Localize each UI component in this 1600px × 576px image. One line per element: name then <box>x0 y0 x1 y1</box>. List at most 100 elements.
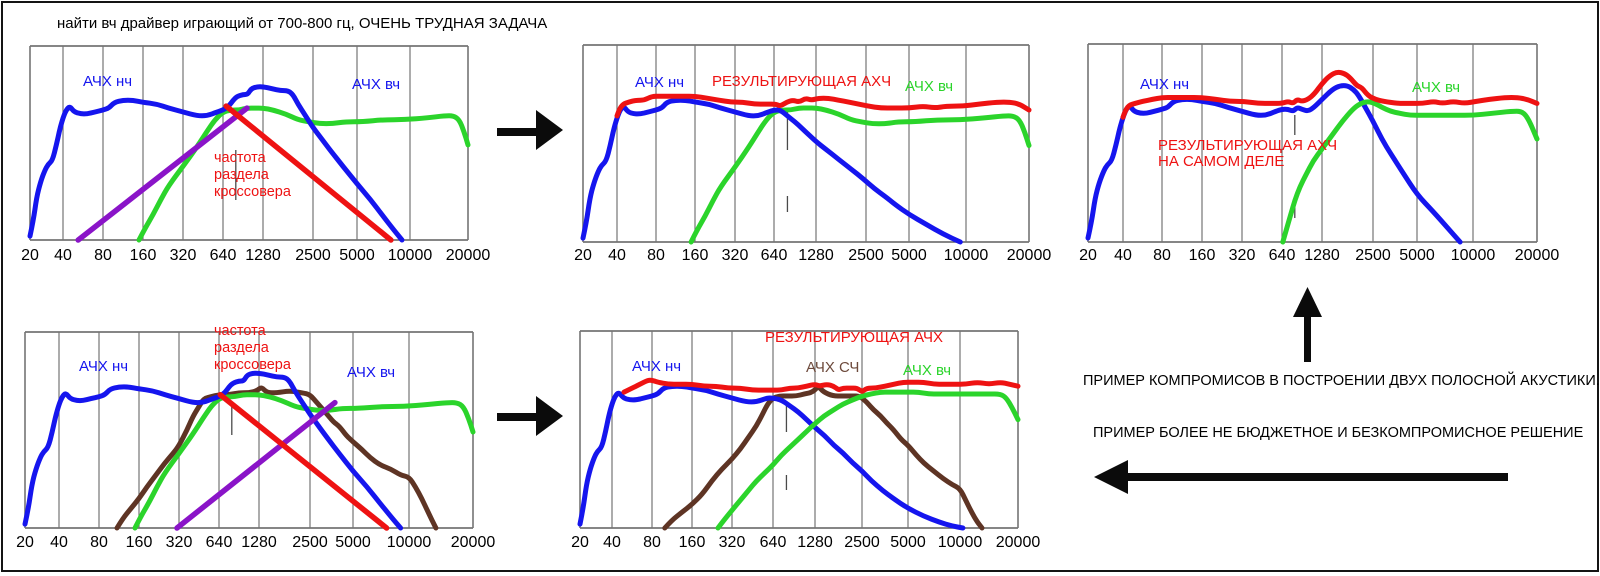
axis-tick-label: 320 <box>1229 247 1256 264</box>
series-label: АЧХ нч <box>83 73 132 90</box>
axis-tick-label: 40 <box>1114 247 1132 264</box>
axis-tick-label: 80 <box>647 247 665 264</box>
axis-tick-label: 640 <box>761 247 788 264</box>
series-label: АЧХ нч <box>1140 76 1189 93</box>
axis-tick-label: 20 <box>1079 247 1097 264</box>
series-label: АЧХ СЧ <box>806 359 859 376</box>
axis-tick-label: 640 <box>206 534 233 551</box>
axis-tick-label: 1280 <box>798 247 834 264</box>
series-label: раздела <box>214 340 270 356</box>
curve-hf <box>1280 99 1540 245</box>
arrow-left-long-icon <box>1094 460 1508 494</box>
series-label: раздела <box>214 167 270 183</box>
axis-tick-label: 20000 <box>996 534 1041 551</box>
axis-tick-label: 640 <box>1269 247 1296 264</box>
axis-tick-label: 320 <box>722 247 749 264</box>
axis-tick-label: 20 <box>571 534 589 551</box>
axis-tick-label: 160 <box>679 534 706 551</box>
arrow-right-top-icon <box>497 110 563 150</box>
axis-tick-label: 1280 <box>241 534 277 551</box>
axis-tick-label: 160 <box>130 247 157 264</box>
axis-tick-label: 20 <box>21 247 39 264</box>
axis-tick-label: 20000 <box>451 534 496 551</box>
axis-tick-label: 20000 <box>446 247 491 264</box>
curve-hf <box>688 105 1032 245</box>
curve-hf <box>132 392 476 531</box>
axis-tick-label: 2500 <box>295 247 331 264</box>
axis-tick-label: 80 <box>90 534 108 551</box>
arrow-up-icon <box>1293 287 1322 362</box>
series-label: РЕЗУЛЬТИРУЮЩАЯ АХЧ <box>1158 137 1337 154</box>
chart-two-way-components: 20 40 80 160 320 640 1280 2500 5000 10000 20000 АЧХ… <box>21 45 491 264</box>
chart-three-way-sum: 20 40 80 160 320 640 1280 2500 5000 10000 20000 РЕЗ… <box>571 329 1040 551</box>
curve-lf <box>580 97 963 245</box>
page-title: найти вч драйвер играющий от 700-800 гц,… <box>57 15 548 32</box>
axis-tick-label: 2500 <box>844 534 880 551</box>
axis-tick-label: 160 <box>682 247 709 264</box>
curve-crossover-highpass-slope <box>174 399 338 531</box>
curve-crossover-highpass-slope <box>75 105 250 243</box>
chart-two-way-ideal-sum: 20 40 80 160 320 640 1280 2500 5000 10000 20000 АЧХ… <box>574 44 1052 264</box>
curve-mid <box>662 385 985 531</box>
axis-tick-label: 80 <box>1153 247 1171 264</box>
axis-tick-label: 320 <box>166 534 193 551</box>
series-label: частота <box>214 323 267 339</box>
series-label: АЧХ вч <box>347 364 395 381</box>
axis-tick-label: 10000 <box>938 534 983 551</box>
axis-tick-label: 80 <box>643 534 661 551</box>
axis-tick-label: 40 <box>50 534 68 551</box>
axis-tick-label: 2500 <box>292 534 328 551</box>
axis-tick-label: 160 <box>1189 247 1216 264</box>
series-label: АЧХ нч <box>79 358 128 375</box>
axis-tick-label: 80 <box>94 247 112 264</box>
curve-crossover-lowpass-slope <box>217 391 390 531</box>
axis-tick-label: 10000 <box>388 247 433 264</box>
curve-result <box>621 377 1021 395</box>
series-label: АЧХ вч <box>352 76 400 93</box>
axis-tick-label: 1280 <box>245 247 281 264</box>
series-label: РЕЗУЛЬТИРУЮЩАЯ АЧХ <box>765 329 943 346</box>
axis-tick-label: 640 <box>760 534 787 551</box>
axis-tick-label: 1280 <box>1304 247 1340 264</box>
axis-tick-label: 5000 <box>891 247 927 264</box>
axis-tick-label: 640 <box>210 247 237 264</box>
axis-tick-label: 40 <box>608 247 626 264</box>
axis-tick-label: 1280 <box>797 534 833 551</box>
series-label: частота <box>214 150 267 166</box>
curve-result <box>1120 69 1540 120</box>
curve-crossover-lowpass-slope <box>223 103 394 243</box>
series-label: НА САМОМ ДЕЛЕ <box>1158 153 1284 170</box>
series-label: АЧХ вч <box>905 78 953 95</box>
charts-root: 20 40 80 160 320 640 1280 2500 5000 10000 20000 АЧХ… <box>16 43 1559 551</box>
axis-tick-label: 20000 <box>1007 247 1052 264</box>
axis-tick-label: 10000 <box>944 247 989 264</box>
chart-two-way-real-sum: 20 40 80 160 320 640 1280 2500 5000 10000 20000 АЧХ… <box>1079 43 1559 264</box>
axis-tick-label: 40 <box>603 534 621 551</box>
curve-lf <box>27 84 405 243</box>
series-label: РЕЗУЛЬТИРУЮЩАЯ АХЧ <box>712 73 891 90</box>
axis-tick-label: 5000 <box>1399 247 1435 264</box>
series-label: АЧХ нч <box>635 74 684 91</box>
series-label: кроссовера <box>214 184 292 200</box>
axis-tick-label: 320 <box>719 534 746 551</box>
axis-tick-label: 160 <box>126 534 153 551</box>
axis-tick-label: 10000 <box>1451 247 1496 264</box>
note-two-way-compromise: ПРИМЕР КОМПРОМИСОВ В ПОСТРОЕНИИ ДВУХ ПОЛ… <box>1083 373 1600 389</box>
axis-tick-label: 5000 <box>890 534 926 551</box>
axis-tick-label: 320 <box>170 247 197 264</box>
note-no-budget-solution: ПРИМЕР БОЛЕЕ НЕ БЮДЖЕТНОЕ И БЕЗКОМПРОМИС… <box>1093 425 1584 441</box>
chart-three-way-components: 20 40 80 160 320 640 1280 2500 5000 10000 20000 час… <box>16 323 495 551</box>
axis-tick-label: 20 <box>574 247 592 264</box>
axis-tick-label: 2500 <box>848 247 884 264</box>
curve-lf <box>22 370 404 531</box>
axis-tick-label: 20 <box>16 534 34 551</box>
series-label: АЧХ вч <box>1412 79 1460 96</box>
curve-mid <box>114 385 439 531</box>
curve-result <box>614 93 1032 119</box>
series-label: АЧХ нч <box>632 358 681 375</box>
axis-tick-label: 5000 <box>339 247 375 264</box>
series-label: кроссовера <box>214 357 292 373</box>
axis-tick-label: 10000 <box>387 534 432 551</box>
